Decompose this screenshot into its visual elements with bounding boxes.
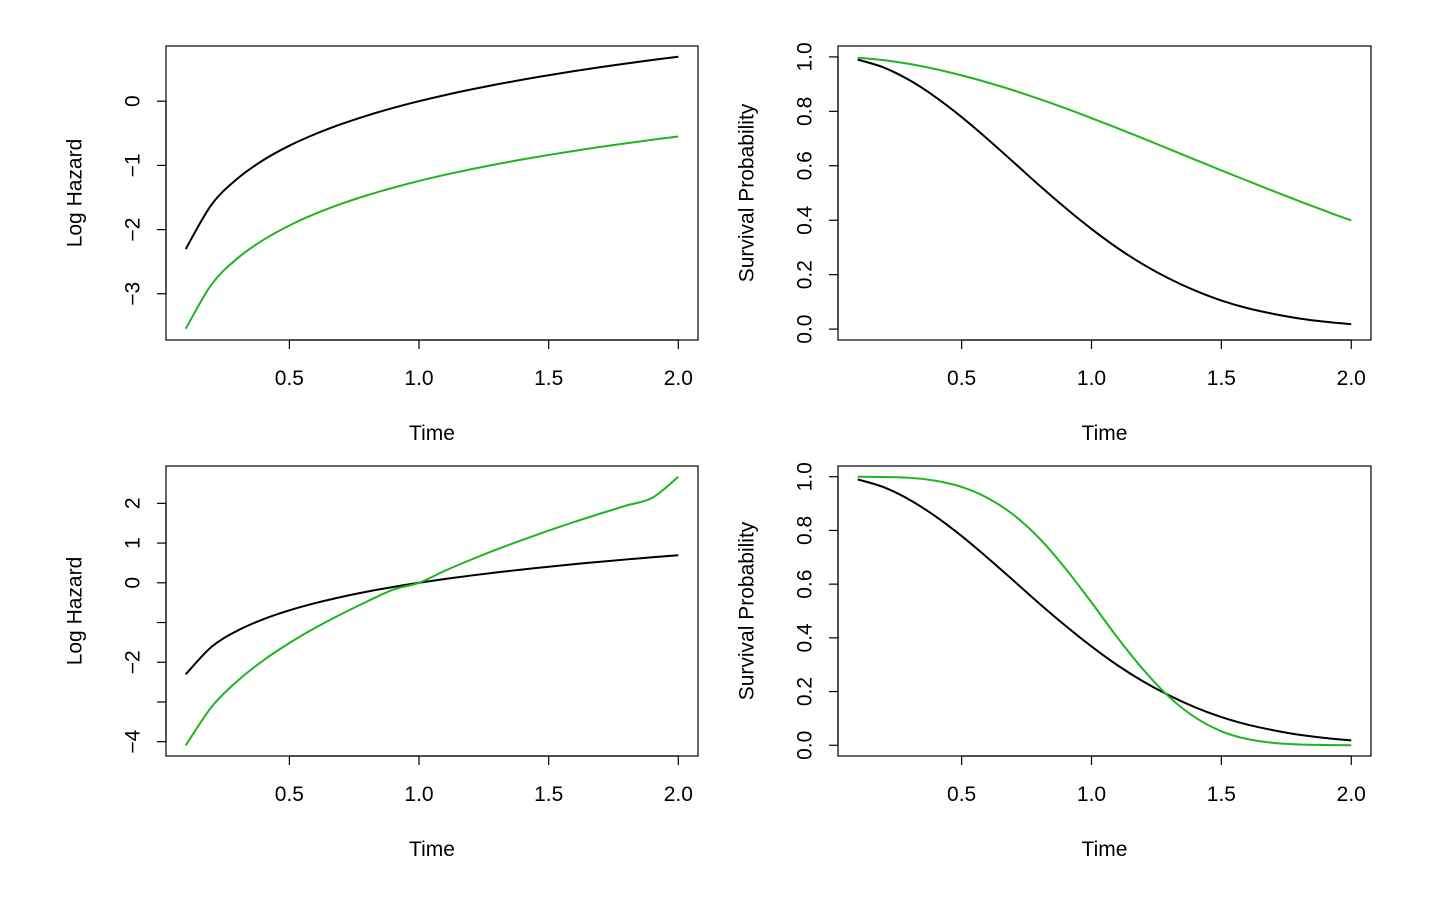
x-tick-label: 1.0: [1077, 367, 1106, 390]
y-tick-label: 0.0: [793, 731, 816, 760]
x-tick-label: 2.0: [1337, 367, 1366, 390]
y-axis-title: Survival Probability: [735, 521, 758, 700]
y-tick-label: 0.2: [793, 677, 816, 706]
x-tick-label: 0.5: [275, 783, 304, 806]
x-tick-label: 2.0: [664, 367, 693, 390]
y-tick-label: 0.0: [793, 315, 816, 344]
y-axis-title: Survival Probability: [735, 103, 758, 282]
y-tick-label: 0.4: [793, 623, 816, 653]
x-tick-label: 1.5: [1207, 783, 1236, 806]
y-tick-label: −2: [121, 218, 144, 242]
y-tick-label: 0.8: [793, 97, 816, 126]
y-tick-label: −2: [121, 650, 144, 674]
panel-survival-bottom: 0.5 1.0 1.5 2.0 Time 0.0 0.2 0.4 0.6 0.8 1.0 Surviv…: [735, 462, 1372, 861]
y-tick-label: −1: [121, 153, 144, 177]
y-tick-label: 1: [121, 537, 144, 549]
x-tick-label: 0.5: [947, 783, 976, 806]
plot-frame: [837, 465, 1372, 757]
y-tick-label: 2: [121, 497, 144, 509]
x-tick-label: 1.0: [404, 783, 433, 806]
x-axis-title: Time: [409, 422, 455, 445]
y-tick-label: 0: [121, 577, 144, 589]
panel-log-hazard-top: 0.5 1.0 1.5 2.0 Time −3 −2 −1 0 Log Hazard: [63, 45, 699, 445]
x-tick-label: 1.5: [534, 783, 563, 806]
y-tick-label: 0: [121, 95, 144, 107]
plot-frame: [165, 45, 699, 341]
green-series-line: [184, 475, 679, 747]
y-tick-label: 0.2: [793, 260, 816, 289]
green-series-line: [184, 135, 679, 330]
x-tick-label: 0.5: [947, 367, 976, 390]
x-tick-label: 1.5: [1207, 367, 1236, 390]
y-tick-label: 0.4: [793, 205, 816, 235]
panel-log-hazard-bottom: 0.5 1.0 1.5 2.0 Time −4 −2 0 1 2 Log Hazard: [63, 465, 699, 861]
black-series-line: [857, 58, 1352, 326]
green-series-line: [857, 475, 1352, 747]
y-tick-label: 1.0: [793, 42, 816, 71]
plot-frame: [837, 45, 1372, 341]
y-tick-label: 0.8: [793, 516, 816, 545]
x-axis-title: Time: [409, 838, 455, 861]
plot-frame: [165, 465, 699, 757]
y-tick-label: 1.0: [793, 462, 816, 491]
y-tick-label: −4: [121, 729, 144, 753]
x-tick-label: 2.0: [1337, 783, 1366, 806]
x-axis-title: Time: [1082, 422, 1128, 445]
black-series-line: [184, 55, 679, 250]
black-series-line: [184, 554, 679, 675]
y-tick-label: −3: [121, 282, 144, 306]
x-tick-label: 2.0: [664, 783, 693, 806]
x-tick-label: 1.0: [404, 367, 433, 390]
x-tick-label: 1.0: [1077, 783, 1106, 806]
y-axis-title: Log Hazard: [63, 557, 86, 666]
y-axis-title: Log Hazard: [63, 139, 86, 248]
panel-survival-top: 0.5 1.0 1.5 2.0 Time 0.0 0.2 0.4 0.6 0.8 1.0 Surviv…: [735, 42, 1372, 445]
y-tick-label: 0.6: [793, 151, 816, 180]
x-tick-label: 0.5: [275, 367, 304, 390]
y-tick-label: 0.6: [793, 570, 816, 599]
black-series-line: [857, 478, 1352, 742]
green-series-line: [857, 56, 1352, 222]
x-tick-label: 1.5: [534, 367, 563, 390]
x-axis-title: Time: [1082, 838, 1128, 861]
